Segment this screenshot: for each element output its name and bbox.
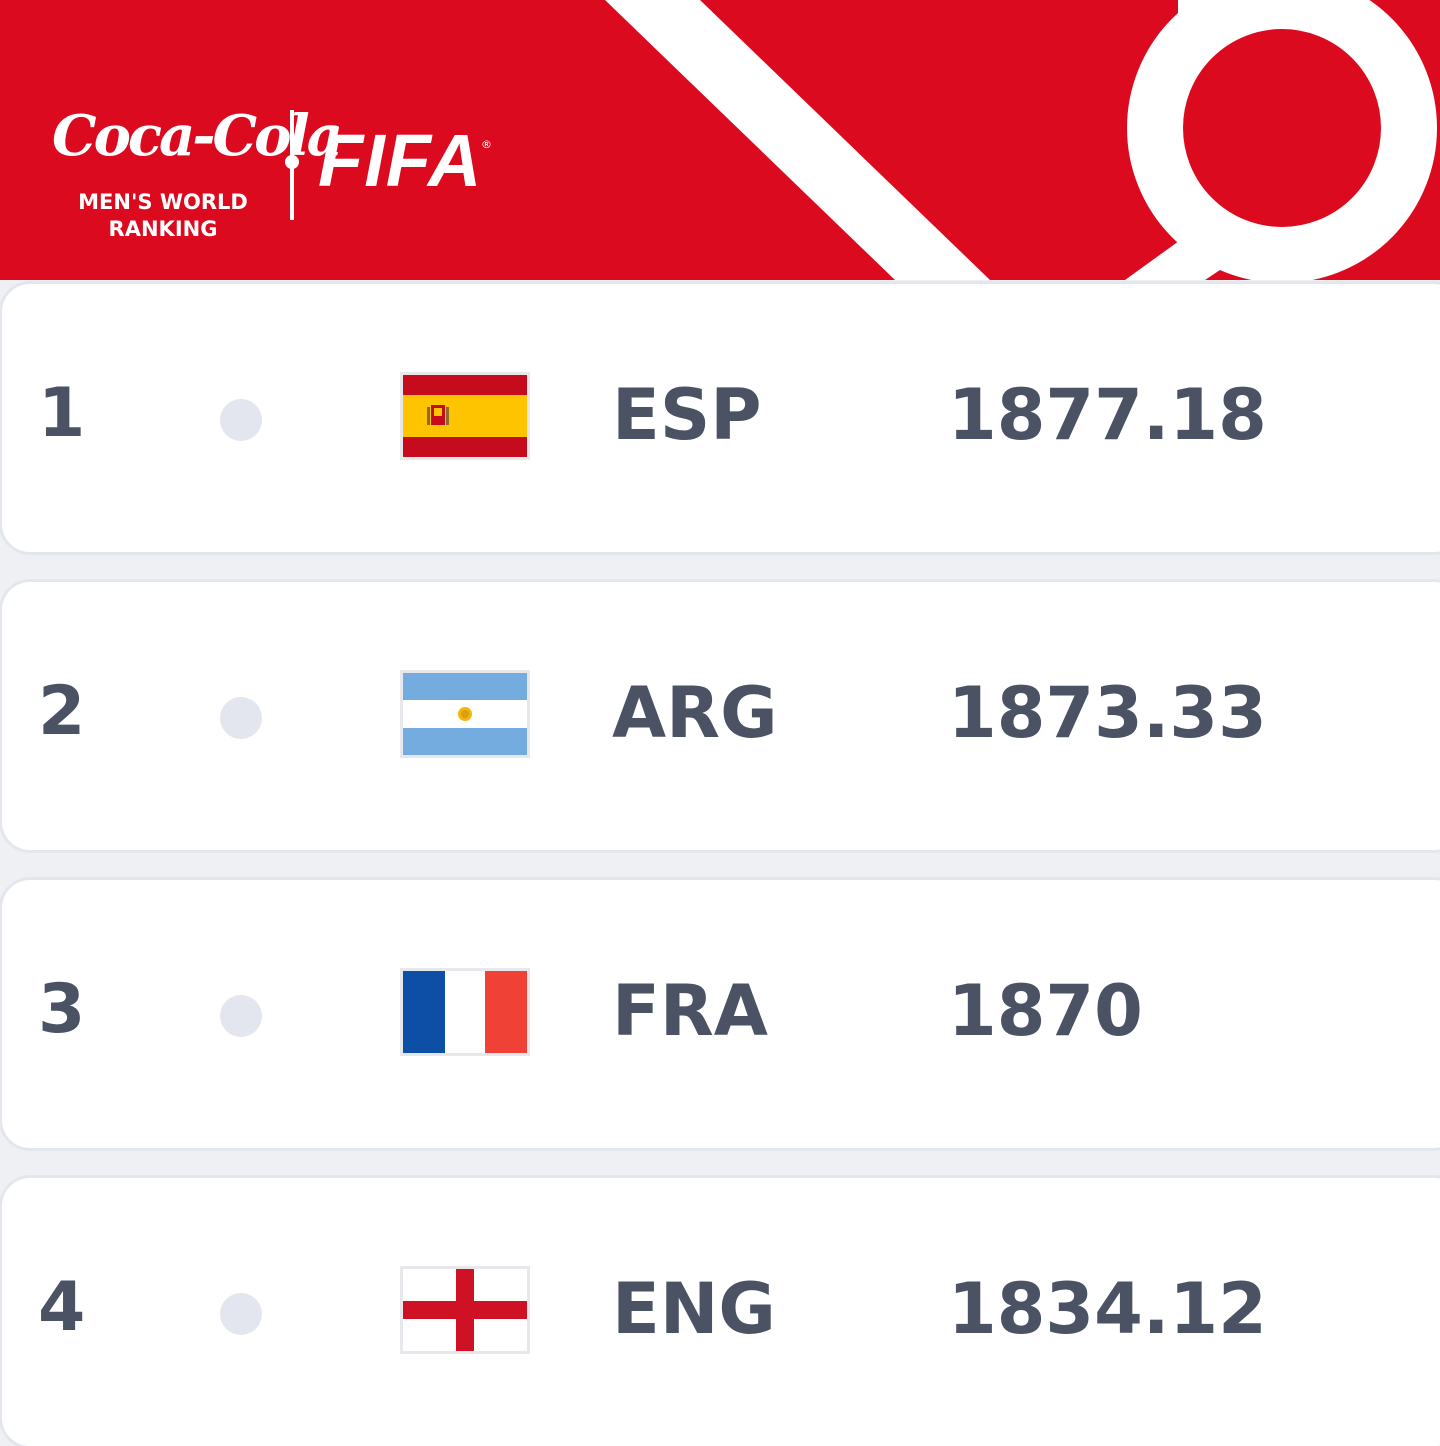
registered-mark: ® xyxy=(481,138,492,151)
header-banner: Coca-Cola MEN'S WORLD RANKING FIFA ® xyxy=(0,0,1440,280)
rank-number: 1 xyxy=(38,374,86,453)
ranking-title-line1: MEN'S WORLD xyxy=(78,190,248,214)
france-flag-icon xyxy=(400,968,530,1056)
rank-number: 4 xyxy=(38,1268,86,1347)
header-decoration xyxy=(605,0,1437,280)
argentina-flag-icon xyxy=(400,670,530,758)
ranking-row-fra[interactable]: 3 FRA 1870 xyxy=(2,880,1440,1148)
ranking-row-esp[interactable]: 1 ESP 1877.18 xyxy=(2,284,1440,552)
fifa-logo: FIFA xyxy=(318,119,483,202)
logo-divider-dot xyxy=(285,155,299,169)
ranking-row-eng[interactable]: 4 ENG 1834.12 xyxy=(2,1178,1440,1446)
ranking-title-line2: RANKING xyxy=(108,217,218,241)
spain-flag-icon xyxy=(400,372,530,460)
ranking-row-arg[interactable]: 2 ARG 1873.33 xyxy=(2,582,1440,850)
coca-cola-logo: Coca-Cola xyxy=(52,103,343,169)
movement-dot-icon xyxy=(220,995,262,1037)
movement-dot-icon xyxy=(220,399,262,441)
rank-number: 3 xyxy=(38,970,86,1049)
ranking-points: 1834.12 xyxy=(948,1268,1267,1350)
country-code: FRA xyxy=(612,970,768,1052)
ranking-title: MEN'S WORLD RANKING xyxy=(58,189,268,243)
movement-dot-icon xyxy=(220,1293,262,1335)
country-code: ESP xyxy=(612,374,762,456)
ranking-points: 1873.33 xyxy=(948,672,1267,754)
ranking-points: 1877.18 xyxy=(948,374,1267,456)
country-code: ENG xyxy=(612,1268,776,1350)
england-flag-icon xyxy=(400,1266,530,1354)
rank-number: 2 xyxy=(38,672,86,751)
country-code: ARG xyxy=(612,672,778,754)
movement-dot-icon xyxy=(220,697,262,739)
ranking-points: 1870 xyxy=(948,970,1143,1052)
